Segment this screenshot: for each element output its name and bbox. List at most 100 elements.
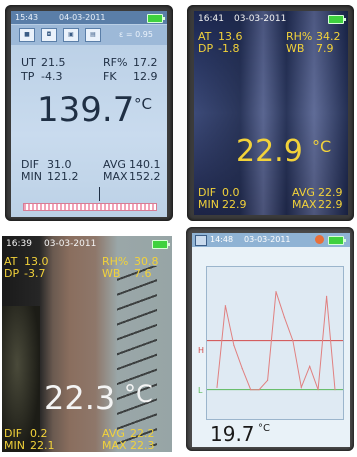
- avg-label: AVG: [103, 158, 126, 171]
- thermometer-screen-2: 16:41 03-03-2011 AT 13.6 RH% 34.2 DP -1.…: [194, 11, 348, 215]
- emissivity-value: ε = 0.95: [119, 30, 153, 39]
- camera-icon[interactable]: ■: [19, 28, 35, 42]
- status-bar: 14:48 03-03-2011: [192, 233, 350, 247]
- trace-point: [334, 389, 336, 391]
- dif-value: 31.0: [47, 158, 72, 171]
- rh-label: RH%: [102, 255, 129, 268]
- min-value: 22.9: [222, 198, 247, 211]
- rh-value: 17.2: [133, 56, 158, 69]
- min-label: MIN: [4, 439, 25, 452]
- rh-label: RH%: [286, 30, 313, 43]
- status-time: 16:39: [6, 239, 32, 249]
- thermometer-screen-1: 15:43 04-03-2011 ■ ◘ ▣ ▤ ε = 0.95 UT 21.…: [11, 11, 167, 217]
- trace-point: [275, 291, 277, 293]
- min-value: 121.2: [47, 170, 79, 183]
- main-temperature: 22.9: [236, 134, 303, 169]
- menu-icon[interactable]: [195, 235, 207, 246]
- wb-label: WB: [102, 267, 121, 280]
- status-time: 16:41: [198, 14, 224, 24]
- trace-point: [300, 386, 302, 388]
- thermometer-screen-3: 16:39 03-03-2011 AT 13.0 RH% 30.8 DP -3.…: [2, 236, 172, 452]
- max-value: 152.2: [129, 170, 161, 183]
- dif-label: DIF: [4, 427, 23, 440]
- dif-value: 0.2: [30, 427, 48, 440]
- temperature-scale-bar: [23, 203, 157, 211]
- trace-point: [292, 340, 294, 342]
- rh-label: RF%: [103, 56, 128, 69]
- dp-value: -3.7: [24, 267, 46, 280]
- trace-point: [233, 344, 235, 346]
- main-temperature: 22.3: [44, 379, 116, 417]
- wb-label: WB: [286, 42, 305, 55]
- ut-label: UT: [21, 56, 36, 69]
- lock-icon[interactable]: ◘: [41, 28, 57, 42]
- min-value: 22.1: [30, 439, 55, 452]
- ut-value: 21.5: [41, 56, 66, 69]
- railing-silhouette: [117, 266, 157, 446]
- status-time: 15:43: [15, 13, 39, 22]
- status-time: 14:48: [210, 235, 234, 244]
- trace-point: [283, 316, 286, 318]
- at-label: AT: [198, 30, 212, 43]
- current-temperature: 19.7: [210, 422, 255, 446]
- trace-point: [250, 389, 252, 391]
- min-label: MIN: [21, 170, 42, 183]
- toolbar: ■ ◘ ▣ ▤ ε = 0.95: [11, 25, 167, 45]
- status-bar: 15:43 04-03-2011: [11, 11, 167, 24]
- wb-value: 7.9: [316, 42, 334, 55]
- trace-point: [317, 389, 319, 391]
- hold-icon[interactable]: ▣: [63, 28, 79, 42]
- fk-value: 12.9: [133, 70, 158, 83]
- max-label: MAX: [102, 439, 127, 452]
- fk-label: FK: [103, 70, 117, 83]
- dp-value: -1.8: [218, 42, 240, 55]
- max-value: 22.9: [318, 198, 343, 211]
- status-date: 03-03-2011: [44, 239, 97, 249]
- min-label: MIN: [198, 198, 219, 211]
- settings-icon[interactable]: ▤: [85, 28, 101, 42]
- wb-value: 7.6: [134, 267, 152, 280]
- battery-icon: [328, 15, 346, 24]
- logger-screen-4: 14:48 03-03-2011 110 H L 19.7 °C: [192, 233, 350, 447]
- trace-point: [266, 379, 269, 381]
- trend-chart: [207, 291, 343, 391]
- trace-point: [258, 389, 260, 391]
- tree-silhouette: [2, 306, 40, 452]
- high-alarm-marker: H: [198, 346, 205, 355]
- status-date: 03-03-2011: [234, 14, 287, 24]
- trace-point: [224, 305, 227, 307]
- avg-label: AVG: [292, 186, 315, 199]
- max-value: 22.3: [130, 439, 155, 452]
- rh-value: 34.2: [316, 30, 341, 43]
- main-unit: °C: [134, 95, 152, 113]
- max-label: MAX: [103, 170, 128, 183]
- rh-value: 30.8: [134, 255, 159, 268]
- at-value: 13.6: [218, 30, 243, 43]
- scale-pointer: [99, 187, 100, 201]
- dif-label: DIF: [21, 158, 40, 171]
- trace-point: [325, 295, 328, 297]
- battery-icon: [152, 240, 170, 249]
- main-temperature: 139.7: [37, 90, 135, 130]
- avg-value: 22.2: [130, 427, 155, 440]
- tp-label: TP: [21, 70, 35, 83]
- avg-value: 22.9: [318, 186, 343, 199]
- trace-point: [241, 368, 243, 370]
- trace-point: [309, 365, 311, 367]
- battery-icon: [328, 236, 346, 245]
- trend-plot: [206, 266, 344, 420]
- status-date: 04-03-2011: [59, 13, 106, 22]
- battery-icon: [147, 14, 165, 23]
- dif-value: 0.0: [222, 186, 240, 199]
- avg-label: AVG: [102, 427, 125, 440]
- dif-label: DIF: [198, 186, 217, 199]
- at-label: AT: [4, 255, 18, 268]
- at-value: 13.0: [24, 255, 49, 268]
- dp-label: DP: [4, 267, 20, 280]
- current-unit: °C: [258, 423, 270, 434]
- record-icon[interactable]: [315, 235, 324, 244]
- main-unit: °C: [312, 137, 332, 156]
- max-label: MAX: [292, 198, 317, 211]
- avg-value: 140.1: [129, 158, 161, 171]
- low-alarm-marker: L: [198, 386, 203, 395]
